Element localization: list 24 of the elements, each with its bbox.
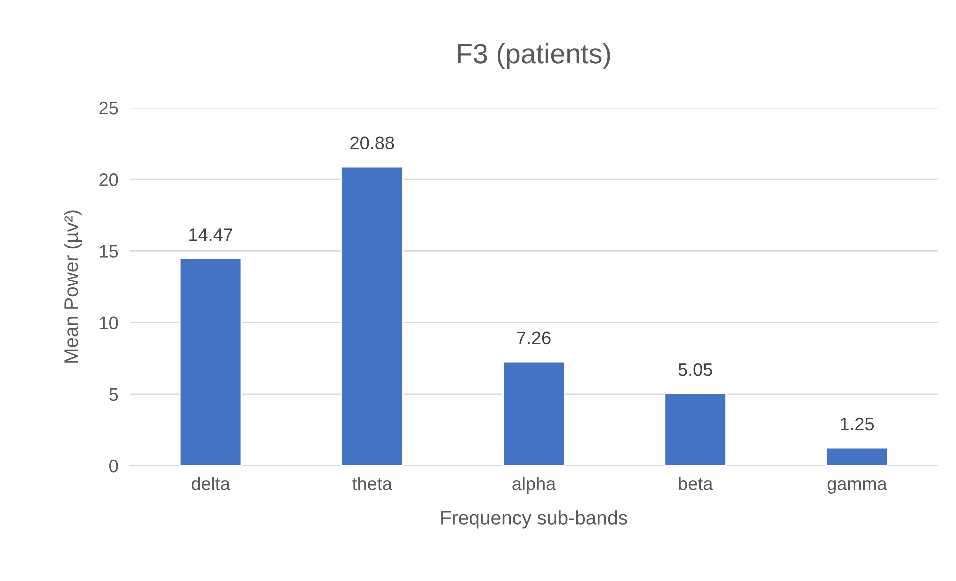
y-tick-label: 5 (110, 388, 118, 402)
x-tick-label: beta (679, 477, 714, 490)
x-tick-label: alpha (512, 477, 556, 494)
y-axis-title: Mean Power (µv²) (64, 210, 82, 363)
bar (341, 166, 404, 466)
x-tick-label: theta (352, 477, 392, 490)
data-label: 14.47 (190, 228, 232, 242)
data-label: 7.26 (517, 332, 551, 345)
bar (826, 447, 889, 466)
x-tick-label: gamma (828, 480, 888, 494)
data-label: 1.25 (841, 418, 874, 431)
x-axis-title: Frequency sub-bands (442, 510, 628, 529)
chart-title: F3 (patients) (458, 43, 610, 70)
y-tick-label: 0 (110, 460, 118, 473)
data-label: 20.88 (350, 136, 394, 150)
y-tick-label: 15 (100, 245, 118, 258)
y-tick-label: 25 (100, 102, 118, 115)
y-tick-label: 10 (100, 316, 118, 330)
y-tick-label: 20 (100, 174, 118, 186)
data-label: 5.05 (678, 363, 712, 376)
bar (502, 361, 566, 466)
bar (664, 392, 727, 466)
bar (179, 258, 242, 466)
x-tick-label: delta (192, 477, 230, 490)
